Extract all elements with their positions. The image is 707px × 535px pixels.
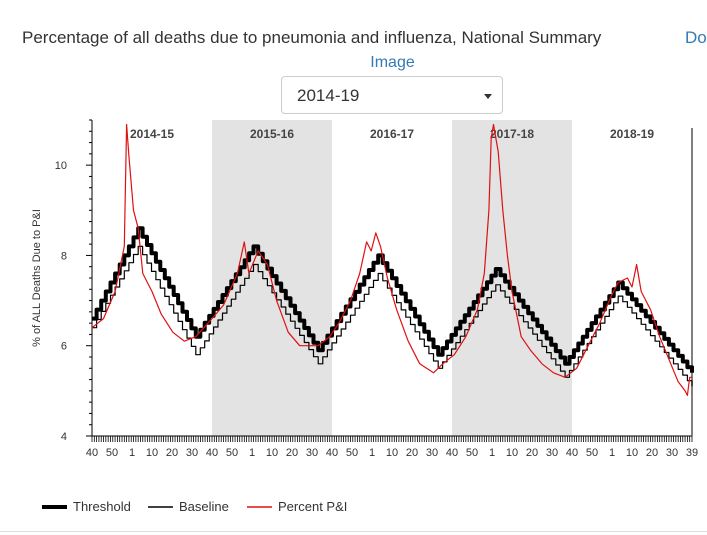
series-line-percent-p-i (91, 123, 692, 396)
x-tick-label: 50 (106, 447, 118, 459)
x-tick-label: 40 (446, 447, 458, 459)
legend-label: Threshold (73, 499, 131, 514)
series-line-threshold (92, 226, 694, 373)
season-label: 2016-17 (370, 127, 414, 141)
x-tick-label: 10 (386, 447, 398, 459)
season-label: 2017-18 (490, 127, 534, 141)
page-title: Percentage of all deaths due to pneumoni… (22, 28, 602, 47)
chevron-down-icon (484, 94, 492, 99)
y-tick-label: 8 (61, 250, 67, 262)
x-tick-label: 1 (489, 447, 495, 459)
x-tick-label: 50 (346, 447, 358, 459)
x-tick-label: 30 (426, 447, 438, 459)
download-link[interactable]: Do (685, 28, 707, 47)
x-tick-label: 10 (146, 447, 158, 459)
season-select[interactable]: 2014-19 (281, 76, 503, 114)
image-download-link[interactable]: Image (370, 54, 415, 71)
x-tick-label: 20 (526, 447, 538, 459)
y-tick-label: 10 (55, 160, 67, 172)
y-tick-label: 4 (61, 431, 67, 443)
x-tick-label: 10 (506, 447, 518, 459)
x-tick-label: 20 (406, 447, 418, 459)
x-tick-label: 30 (306, 447, 318, 459)
season-label: 2018-19 (610, 127, 654, 141)
x-tick-label: 50 (466, 447, 478, 459)
x-tick-label: 50 (586, 447, 598, 459)
x-tick-label: 30 (186, 447, 198, 459)
season-select-value: 2014-19 (297, 86, 360, 105)
x-tick-label: 20 (166, 447, 178, 459)
x-tick-label: 1 (369, 447, 375, 459)
x-tick-label: 50 (226, 447, 238, 459)
season-label: 2014-15 (130, 127, 174, 141)
x-tick-label: 20 (646, 447, 658, 459)
season-shade (452, 120, 572, 436)
legend-label: Baseline (179, 499, 229, 514)
x-tick-label: 20 (286, 447, 298, 459)
y-tick-label: 6 (61, 341, 67, 353)
x-tick-label: 40 (206, 447, 218, 459)
x-tick-label: 1 (609, 447, 615, 459)
y-axis-label: % of ALL Deaths Due to P&I (31, 209, 43, 347)
season-label: 2015-16 (250, 127, 294, 141)
bottom-divider (0, 531, 707, 532)
x-tick-label: 30 (546, 447, 558, 459)
x-tick-label: 40 (566, 447, 578, 459)
x-tick-label: 10 (626, 447, 638, 459)
x-tick-label: 1 (249, 447, 255, 459)
x-tick-label: 39 (686, 447, 698, 459)
x-tick-label: 1 (129, 447, 135, 459)
x-tick-label: 40 (86, 447, 98, 459)
legend-label: Percent P&I (278, 499, 347, 514)
x-tick-label: 40 (326, 447, 338, 459)
x-tick-label: 30 (666, 447, 678, 459)
x-tick-label: 10 (266, 447, 278, 459)
